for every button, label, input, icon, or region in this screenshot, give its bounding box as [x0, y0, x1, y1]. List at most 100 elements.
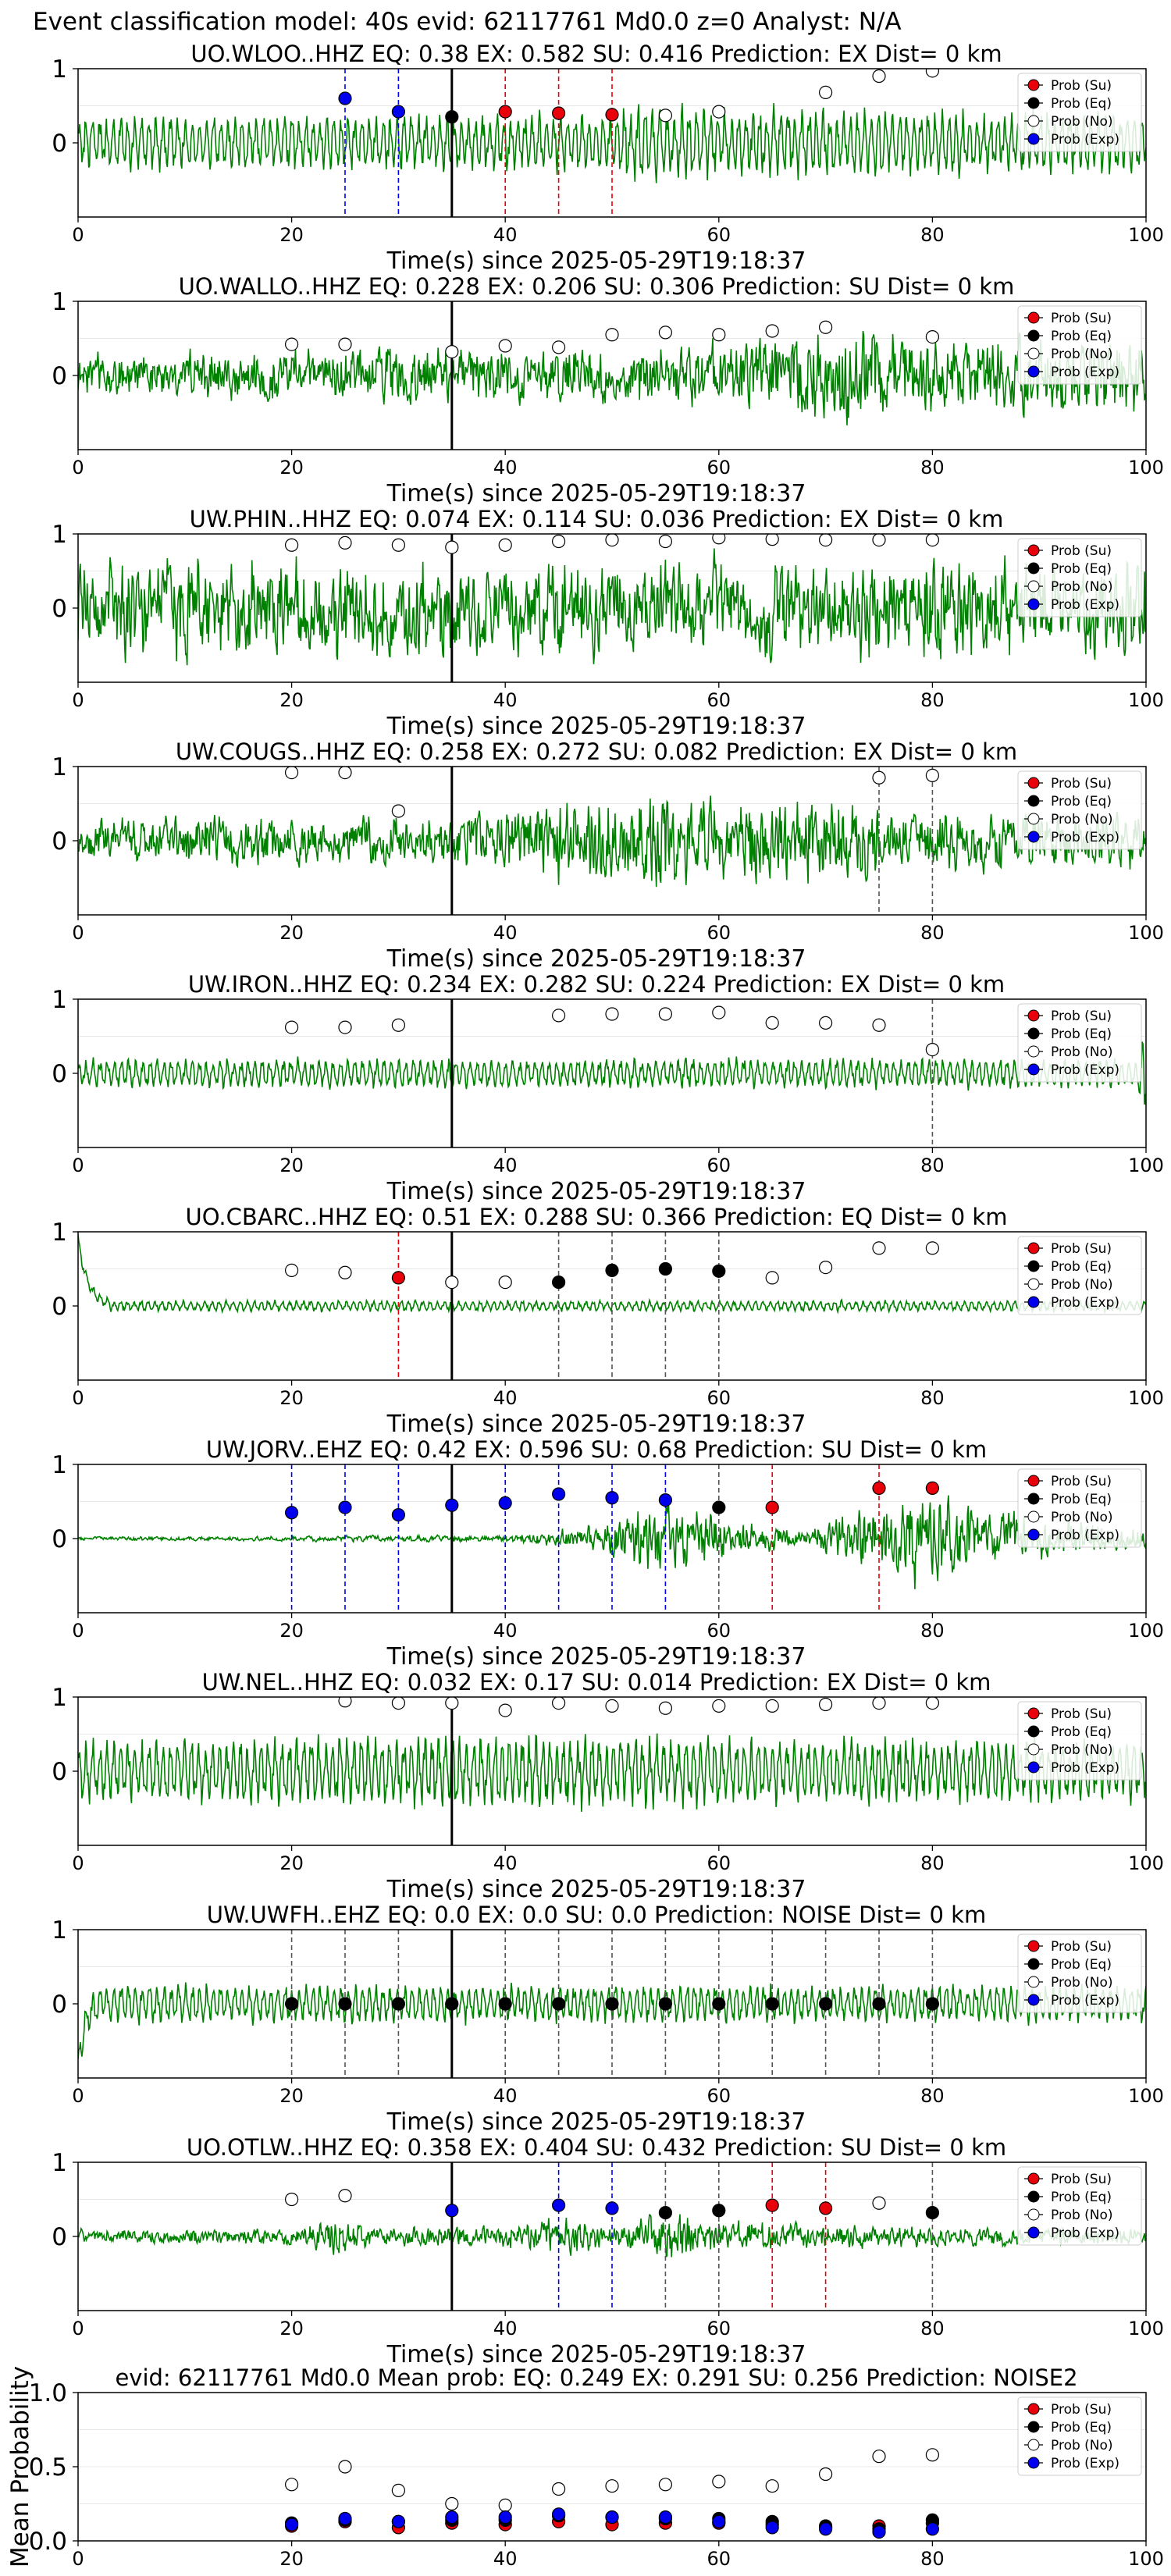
panel-1: UO.WALLO..HHZ EQ: 0.228 EX: 0.206 SU: 0.… — [52, 273, 1164, 507]
xtick-label-6-4: 80 — [920, 1620, 945, 1642]
xtick-label-10-4: 80 — [920, 2548, 945, 2570]
prob-point-0-0 — [338, 91, 352, 105]
xtick-label-6-5: 100 — [1128, 1620, 1164, 1642]
ytick-label-8-1: 1 — [52, 1916, 67, 1944]
ytick-label-5-1: 1 — [52, 1219, 67, 1247]
prob-point-8-8 — [712, 1997, 726, 2011]
xtick-label-4-5: 100 — [1128, 1155, 1164, 1176]
legend-label-5-1: Prob (Eq) — [1051, 1259, 1112, 1275]
xtick-label-0-0: 0 — [72, 224, 84, 246]
xtick-label-4-2: 40 — [493, 1155, 518, 1176]
prob-point-1-4 — [551, 340, 566, 354]
panel-6: UW.JORV..EHZ EQ: 0.42 EX: 0.596 SU: 0.68… — [52, 1436, 1164, 1670]
prob-point-5-2 — [391, 1271, 405, 1285]
prob-point-5-11 — [872, 1241, 886, 1255]
legend-label-6-0: Prob (Su) — [1051, 1474, 1112, 1489]
panel-title-8: UW.UWFH..EHZ EQ: 0.0 EX: 0.0 SU: 0.0 Pre… — [207, 1902, 986, 1928]
prob-point-7-11 — [925, 1697, 939, 1710]
legend-5: Prob (Su) Prob (Eq) Prob (No) Prob (Exp) — [1017, 1236, 1142, 1315]
legend-marker-7-3 — [1027, 1761, 1040, 1774]
legend-marker-4-1 — [1027, 1027, 1040, 1040]
prob-point-4-8 — [818, 1016, 833, 1030]
prob-point-6-4 — [498, 1496, 512, 1510]
legend-label-1-0: Prob (Su) — [1051, 311, 1112, 326]
legend-label-8-1: Prob (Eq) — [1051, 1957, 1112, 1973]
panel-title-1: UO.WALLO..HHZ EQ: 0.228 EX: 0.206 SU: 0.… — [179, 273, 1015, 300]
xtick-label-5-1: 20 — [279, 1387, 304, 1409]
prob-point-5-6 — [605, 1263, 619, 1278]
ytick-label-6-1: 1 — [52, 1451, 67, 1479]
ytick-label-7-1: 1 — [52, 1684, 67, 1712]
panel-7: UW.NEL..HHZ EQ: 0.032 EX: 0.17 SU: 0.014… — [52, 1669, 1164, 1903]
legend-marker-4-0 — [1027, 1009, 1040, 1022]
legend-box-0 — [1017, 73, 1142, 152]
prob-point-5-1 — [338, 1265, 352, 1279]
waveform-trace-4 — [78, 1041, 1146, 1105]
xtick-label-5-2: 40 — [493, 1387, 518, 1409]
legend-box-2 — [1017, 538, 1142, 617]
legend-marker-8-3 — [1027, 1994, 1040, 2006]
legend-label-3-2: Prob (No) — [1051, 812, 1113, 827]
xtick-label-10-5: 100 — [1128, 2548, 1164, 2570]
panel-4: UW.IRON..HHZ EQ: 0.234 EX: 0.282 SU: 0.2… — [52, 971, 1164, 1205]
legend-label-10-0: Prob (Su) — [1051, 2402, 1112, 2418]
mean-point-no-4 — [498, 2498, 512, 2512]
panel-3: UW.COUGS..HHZ EQ: 0.258 EX: 0.272 SU: 0.… — [52, 738, 1164, 973]
plot-area-3 — [78, 767, 1146, 915]
prob-point-0-10 — [925, 69, 939, 78]
mean-point-exp-6 — [605, 2510, 619, 2524]
prob-point-2-5 — [551, 534, 566, 549]
legend-marker-5-3 — [1027, 1296, 1040, 1308]
x-axis-label-6: Time(s) since 2025-05-29T19:18:37 — [386, 1643, 806, 1670]
ytick-label-4-1: 1 — [52, 986, 67, 1014]
legend-label-5-3: Prob (Exp) — [1051, 1295, 1119, 1311]
prob-point-0-7 — [712, 105, 726, 119]
prob-point-8-1 — [338, 1997, 352, 2011]
prob-point-1-8 — [765, 324, 779, 338]
legend-label-7-1: Prob (Eq) — [1051, 1724, 1112, 1740]
legend-label-4-0: Prob (Su) — [1051, 1009, 1112, 1024]
legend-label-10-1: Prob (Eq) — [1051, 2420, 1112, 2435]
legend-label-1-2: Prob (No) — [1051, 347, 1113, 362]
legend-marker-2-0 — [1027, 544, 1040, 557]
prob-point-9-6 — [712, 2204, 726, 2218]
legend-marker-10-2 — [1027, 2439, 1040, 2451]
legend-8: Prob (Su) Prob (Eq) Prob (No) Prob (Exp) — [1017, 1934, 1142, 2013]
mean-point-no-12 — [925, 2448, 940, 2462]
xtick-label-7-3: 60 — [707, 1852, 731, 1874]
xtick-label-4-1: 20 — [279, 1155, 304, 1176]
legend-label-0-3: Prob (Exp) — [1051, 132, 1119, 148]
prob-point-5-5 — [551, 1275, 566, 1290]
prob-point-4-6 — [712, 1005, 726, 1019]
legend-label-7-0: Prob (Su) — [1051, 1706, 1112, 1722]
prob-point-8-3 — [445, 1997, 459, 2011]
xtick-label-6-0: 0 — [72, 1620, 84, 1642]
prob-point-4-10 — [925, 1042, 940, 1057]
prob-point-6-5 — [551, 1487, 566, 1501]
mean-point-exp-1 — [338, 2511, 352, 2526]
xtick-label-9-0: 0 — [72, 2318, 84, 2339]
waveform-trace-1 — [78, 330, 1146, 425]
prob-point-2-10 — [819, 534, 833, 547]
prob-point-8-5 — [551, 1997, 566, 2011]
prob-point-8-4 — [498, 1997, 512, 2011]
waveform-trace-0 — [78, 102, 1146, 183]
legend-marker-0-3 — [1027, 133, 1040, 145]
ytick-label-3-0: 0 — [52, 827, 67, 856]
legend-7: Prob (Su) Prob (Eq) Prob (No) Prob (Exp) — [1017, 1701, 1142, 1781]
mean-point-exp-8 — [712, 2514, 726, 2528]
prob-point-0-8 — [818, 85, 833, 100]
legend-4: Prob (Su) Prob (Eq) Prob (No) Prob (Exp) — [1017, 1003, 1142, 1083]
legend-label-9-2: Prob (No) — [1051, 2208, 1113, 2223]
plot-area-1 — [78, 301, 1146, 450]
mean-point-exp-7 — [658, 2510, 673, 2524]
legend-box-7 — [1017, 1701, 1142, 1781]
panel-2: UW.PHIN..HHZ EQ: 0.074 EX: 0.114 SU: 0.0… — [52, 506, 1164, 740]
xtick-label-9-1: 20 — [279, 2318, 304, 2339]
ytick-label-1-1: 1 — [52, 288, 67, 316]
x-axis-label-5: Time(s) since 2025-05-29T19:18:37 — [386, 1411, 806, 1438]
legend-marker-5-1 — [1027, 1260, 1040, 1272]
legend-label-4-1: Prob (Eq) — [1051, 1026, 1112, 1042]
ytick-label-7-0: 0 — [52, 1758, 67, 1786]
prob-point-5-12 — [925, 1241, 940, 1255]
